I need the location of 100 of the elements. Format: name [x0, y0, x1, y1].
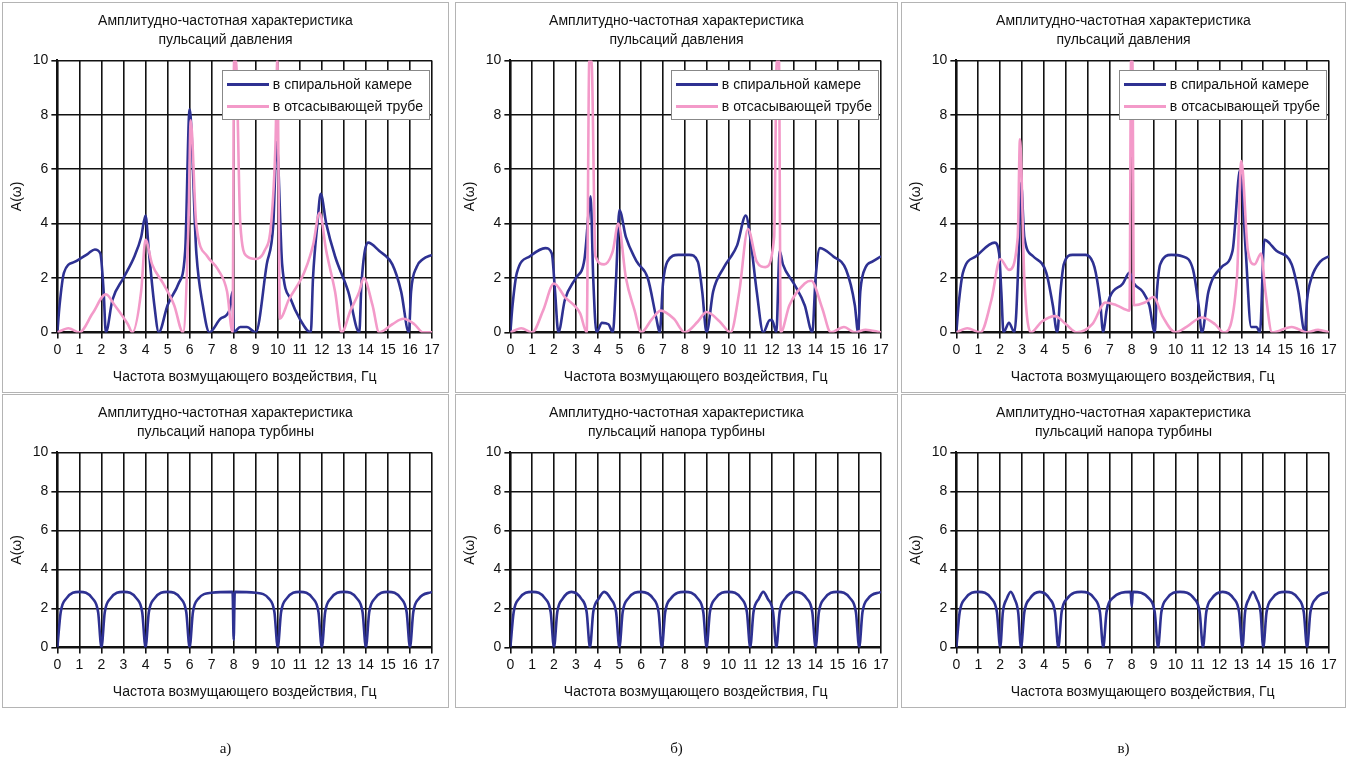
legend-label: в отсасывающей трубе — [1169, 98, 1320, 115]
x-tick-label: 1 — [528, 340, 537, 357]
y-tick-label: 8 — [40, 482, 49, 499]
x-tick-label: 8 — [229, 655, 238, 672]
x-tick-label: 8 — [1127, 340, 1136, 357]
x-tick-label: 13 — [336, 655, 352, 672]
y-tick-label: 10 — [32, 51, 49, 68]
y-tick-label: 10 — [485, 51, 502, 68]
text: б) — [670, 740, 683, 757]
x-tick-label: 2 — [550, 340, 559, 357]
x-tick-label: 16 — [402, 655, 418, 672]
x-tick-label: 3 — [571, 655, 580, 672]
y-tick-label: 0 — [939, 638, 948, 655]
y-tick-label: 10 — [931, 443, 948, 460]
x-tick-label: 17 — [873, 655, 889, 672]
x-axis-title: Частота возмущающего воздействия, Гц — [563, 368, 828, 385]
y-tick-label: 6 — [493, 521, 502, 538]
x-tick-label: 4 — [1040, 655, 1049, 672]
x-tick-label: 4 — [593, 340, 602, 357]
y-tick-label: 4 — [493, 214, 502, 231]
x-tick-label: 17 — [1321, 655, 1337, 672]
x-tick-label: 5 — [615, 655, 624, 672]
x-tick-label: 15 — [829, 340, 846, 357]
legend-label: в спиральной камере — [1169, 76, 1310, 93]
chart-title: Амплитудно-частотная характеристика пульсаций давления — [995, 11, 1252, 49]
x-tick-label: 3 — [119, 340, 128, 357]
x-tick-label: 7 — [1105, 340, 1114, 357]
y-tick-label: 2 — [493, 268, 502, 285]
x-axis-title: Частота возмущающего воздействия, Гц — [563, 683, 828, 700]
x-axis-title: Частота возмущающего воздействия, Гц — [112, 368, 377, 385]
x-tick-label: 10 — [720, 655, 737, 672]
y-tick-label: 8 — [493, 482, 502, 499]
chart-title: Амплитудно-частотная характеристика пульсаций напора турбины — [97, 403, 354, 441]
y-tick-label: 0 — [40, 638, 49, 655]
x-tick-label: 12 — [314, 340, 330, 357]
x-tick-label: 16 — [1299, 340, 1316, 357]
x-tick-label: 0 — [53, 655, 62, 672]
x-tick-label: 2 — [550, 655, 559, 672]
y-axis-title: A(ω) — [8, 535, 25, 565]
x-tick-label: 6 — [637, 340, 646, 357]
x-tick-label: 0 — [53, 340, 62, 357]
x-tick-label: 13 — [786, 340, 802, 357]
chart-title: Амплитудно-частотная характеристика пульсаций напора турбины — [995, 403, 1252, 441]
x-tick-label: 17 — [873, 340, 889, 357]
x-tick-label: 12 — [1211, 655, 1228, 672]
y-tick-label: 0 — [493, 638, 502, 655]
legend-label: в спиральной камере — [272, 76, 413, 93]
x-tick-label: 14 — [358, 340, 374, 357]
x-tick-label: 0 — [506, 655, 515, 672]
y-tick-label: 4 — [939, 560, 948, 577]
x-tick-label: 7 — [207, 655, 216, 672]
y-tick-label: 6 — [939, 521, 948, 538]
y-tick-label: 4 — [493, 560, 502, 577]
x-tick-label: 10 — [1167, 655, 1184, 672]
x-tick-label: 12 — [764, 340, 780, 357]
x-tick-label: 17 — [424, 655, 440, 672]
x-tick-label: 5 — [1062, 655, 1071, 672]
x-tick-label: 0 — [952, 340, 961, 357]
y-tick-label: 8 — [939, 482, 948, 499]
x-tick-label: 10 — [269, 340, 286, 357]
x-tick-label: 0 — [952, 655, 961, 672]
x-tick-label: 7 — [659, 655, 668, 672]
chart-title: Амплитудно-частотная характеристика пульсаций напора турбины — [548, 403, 805, 441]
y-tick-label: 10 — [931, 51, 948, 68]
x-tick-label: 2 — [97, 340, 106, 357]
x-tick-label: 1 — [75, 340, 84, 357]
x-tick-label: 4 — [1040, 340, 1049, 357]
x-tick-label: 4 — [593, 655, 602, 672]
y-tick-label: 2 — [939, 599, 948, 616]
x-tick-label: 10 — [1167, 340, 1184, 357]
x-tick-label: 8 — [1127, 655, 1136, 672]
x-tick-label: 1 — [974, 340, 983, 357]
x-tick-label: 13 — [1233, 340, 1250, 357]
y-tick-label: 6 — [40, 521, 49, 538]
x-tick-label: 10 — [720, 340, 737, 357]
x-tick-label: 5 — [163, 340, 172, 357]
x-tick-label: 15 — [1277, 655, 1294, 672]
x-tick-label: 11 — [292, 340, 308, 357]
x-tick-label: 13 — [786, 655, 802, 672]
y-tick-label: 4 — [40, 214, 49, 231]
x-tick-label: 15 — [829, 655, 846, 672]
y-tick-label: 6 — [40, 160, 49, 177]
x-tick-label: 5 — [163, 655, 172, 672]
legend-label: в отсасывающей трубе — [721, 98, 872, 115]
x-tick-label: 4 — [141, 655, 150, 672]
x-tick-label: 14 — [1255, 340, 1272, 357]
x-tick-label: 6 — [1083, 655, 1092, 672]
y-tick-label: 6 — [939, 160, 948, 177]
x-tick-label: 9 — [702, 340, 711, 357]
x-tick-label: 5 — [1062, 340, 1071, 357]
y-tick-label: 6 — [493, 160, 502, 177]
x-tick-label: 14 — [358, 655, 374, 672]
x-tick-label: 6 — [1083, 340, 1092, 357]
y-tick-label: 8 — [939, 105, 948, 122]
x-tick-label: 11 — [742, 340, 758, 357]
x-tick-label: 17 — [424, 340, 440, 357]
y-axis-title: A(ω) — [907, 535, 924, 565]
y-tick-label: 0 — [493, 323, 502, 340]
x-tick-label: 11 — [1190, 340, 1205, 357]
x-tick-label: 9 — [1149, 655, 1158, 672]
